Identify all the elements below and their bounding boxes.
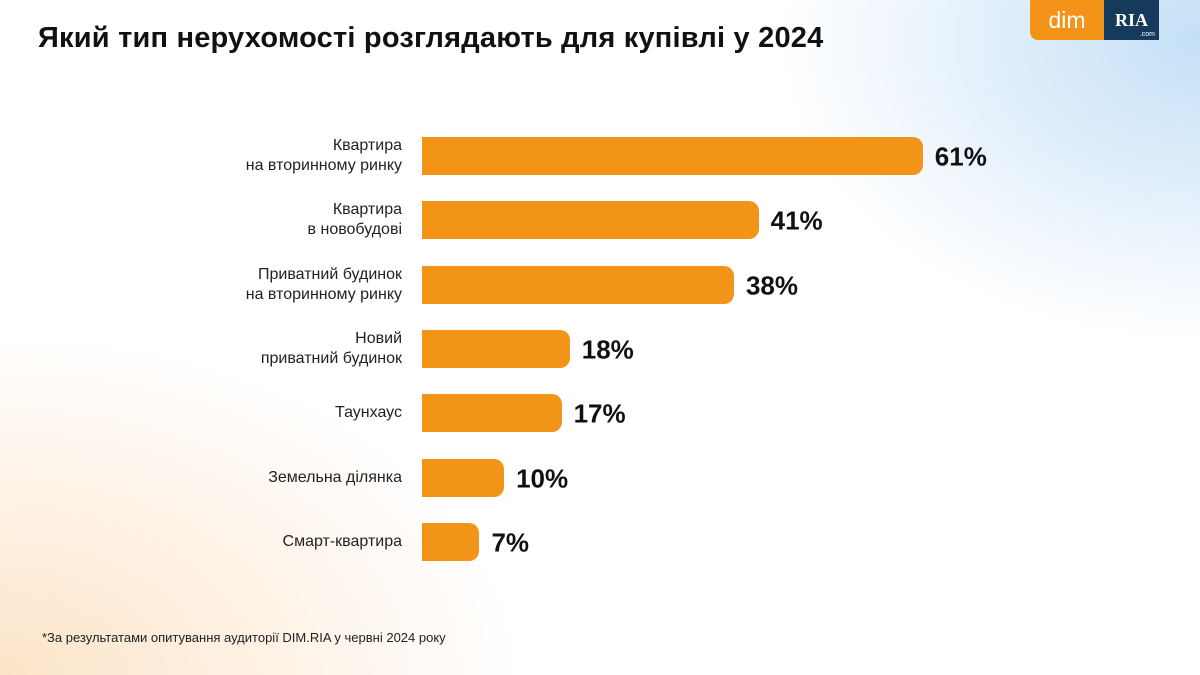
category-label: Таунхаус (102, 403, 402, 423)
bar (422, 522, 480, 561)
bar (422, 329, 570, 368)
bar (422, 137, 923, 175)
category-label: Смарт-квартира (102, 532, 402, 552)
bar (422, 265, 734, 304)
logo-ria: RIA .com (1104, 0, 1159, 40)
category-label-line: в новобудові (307, 221, 402, 239)
value-label: 7% (491, 527, 530, 558)
logo-com: .com (1139, 31, 1155, 38)
logo-ria-text: RIA (1114, 10, 1148, 30)
category-label-line: Смарт-квартира (282, 532, 402, 550)
category-label-line: Новий (355, 329, 402, 347)
category-label-line: Приватний будинок (258, 265, 402, 283)
value-label: 17% (573, 398, 626, 429)
bar (422, 458, 505, 497)
value-label: 10% (516, 463, 569, 493)
value-label: 41% (770, 205, 823, 236)
bar (422, 201, 759, 240)
category-label: Квартира в новобудові (102, 200, 402, 240)
category-label-line: приватний будинок (260, 349, 402, 367)
dim-ria-logo[interactable]: dim RIA .com (1030, 0, 1159, 40)
category-label-line: Земельна ділянка (268, 468, 402, 486)
category-label-line: на вторинному ринку (245, 285, 402, 303)
value-label: 18% (581, 334, 634, 365)
category-label: Новий приватний будинок (102, 329, 402, 369)
value-label: 38% (745, 270, 799, 301)
chart-title: Який тип нерухомості розглядають для куп… (38, 22, 824, 54)
category-label: Приватний будинок на вторинному ринку (102, 265, 402, 305)
category-label-line: на вторинному ринку (245, 157, 402, 174)
category-label: Квартира на вторинному ринку (102, 136, 402, 176)
logo-dim: dim (1030, 0, 1104, 40)
category-label-line: Квартира (332, 201, 402, 219)
footnote: *За результатами опитування аудиторії DI… (42, 630, 446, 645)
bar (422, 394, 562, 433)
category-label: Земельна ділянка (102, 468, 402, 488)
category-label-line: Таунхаус (335, 404, 402, 422)
value-label: 61% (934, 141, 987, 172)
category-label-line: Квартира (332, 137, 402, 154)
